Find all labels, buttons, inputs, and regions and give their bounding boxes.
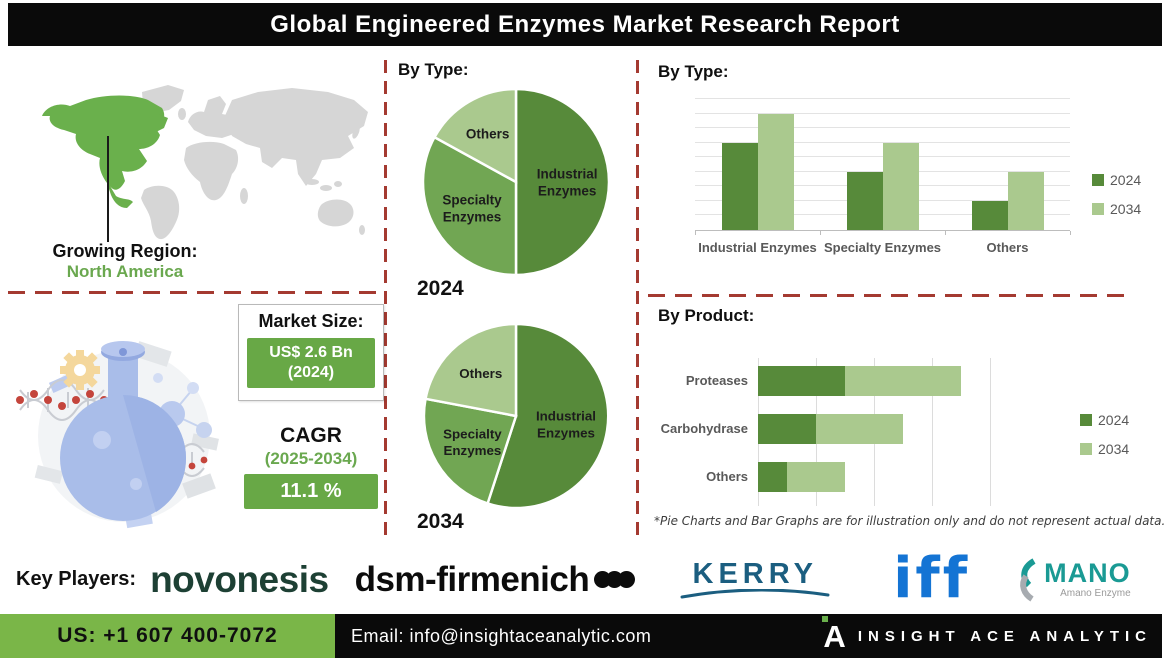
pie-slice-label: Industrial Enzymes [537, 167, 598, 199]
pie-slice-label: Specialty Enzymes [442, 193, 502, 225]
amano-subtitle: Amano Enzyme [1060, 588, 1131, 599]
pie-2024-year-label: 2024 [417, 277, 464, 300]
novonesis-logo: novonesis [150, 558, 329, 600]
dsm-firmenich-logo: dsm-firmenich [355, 560, 636, 600]
hbar-category-others: Others [706, 469, 748, 484]
key-players-label: Key Players: [16, 568, 137, 590]
cagr-value: 11.1 % [244, 474, 378, 509]
pie-slice-label: Industrial Enzymes [536, 409, 596, 441]
bar-2024-industrial-enzymes [721, 142, 758, 230]
legend-item-2034: 2034 [1080, 441, 1129, 457]
bar-2024-specialty-enzymes [846, 171, 883, 230]
growing-region-label: Growing Region: North America [30, 241, 220, 282]
bar-2034-industrial-enzymes [757, 113, 794, 230]
bar-category-specialty: Specialty Enzymes [823, 240, 942, 255]
amano-ribbon-icon [1020, 557, 1036, 602]
horizontal-divider-right [648, 294, 1124, 297]
legend-label-2024: 2024 [1110, 172, 1142, 188]
cagr-block: CAGR (2025-2034) 11.1 % [244, 424, 378, 509]
hbar-category-proteases: Proteases [685, 373, 748, 388]
legend-item-2034: 2034 [1092, 201, 1141, 217]
amano-wordmark: MANO [1044, 558, 1131, 588]
hbar-2024-others [758, 462, 787, 492]
pie-chart-2034: Industrial Enzymes Specialty Enzymes Others [422, 322, 610, 510]
hbar-2024-carbohydrase [758, 414, 816, 444]
growing-region-heading: Growing Region: [52, 241, 198, 261]
iff-logo: iff [893, 546, 971, 612]
pie-slice [486, 322, 610, 510]
lab-flask-illustration [16, 341, 219, 529]
footer-bar: US: +1 607 400-7072 Email: info@insighta… [0, 614, 1162, 658]
legend-swatch-2024 [1080, 414, 1092, 426]
insight-ace-analytic-logo: A INSIGHT ACE ANALYTIC [822, 615, 1152, 652]
disclaimer-footnote: *Pie Charts and Bar Graphs are for illus… [654, 514, 1166, 528]
pie-slice [422, 397, 518, 506]
horizontal-divider-left [8, 291, 378, 294]
page-title: Global Engineered Enzymes Market Researc… [270, 10, 900, 38]
pie-section-heading: By Type: [398, 60, 469, 79]
pie-slice-label: Others [466, 127, 510, 142]
market-size-box: Market Size: US$ 2.6 Bn (2024) [238, 304, 384, 401]
legend-swatch-2034 [1092, 203, 1104, 215]
dsm-dots-icon [594, 571, 636, 588]
bar-section-heading: By Type: [658, 62, 729, 81]
brand-name: INSIGHT ACE ANALYTIC [857, 627, 1152, 645]
bar-2024-others [971, 200, 1008, 230]
pie-2034-year-label: 2034 [417, 510, 464, 533]
legend-item-2024: 2024 [1080, 412, 1129, 428]
hbar-2034-proteases [845, 366, 961, 396]
by-product-bar-chart: Proteases Carbohydrase Others [648, 358, 998, 506]
pie-slice-label: Specialty Enzymes [443, 426, 502, 458]
bar-category-others: Others [986, 240, 1029, 255]
by-product-legend: 2024 2034 [1080, 412, 1129, 470]
hbar-2034-carbohydrase [816, 414, 903, 444]
legend-swatch-2024 [1092, 174, 1104, 186]
by-type-bar-chart [695, 98, 1071, 235]
pie-slice-label: Others [459, 366, 502, 381]
legend-label-2034: 2034 [1110, 201, 1142, 217]
north-america-region [42, 95, 165, 208]
market-size-value: US$ 2.6 Bn (2024) [247, 338, 375, 388]
legend-swatch-2034 [1080, 443, 1092, 455]
vertical-divider-right [636, 60, 639, 542]
bar-category-industrial: Industrial Enzymes [698, 240, 817, 255]
amano-logo: MANO Amano Enzyme [1016, 557, 1131, 602]
bar-2034-specialty-enzymes [882, 142, 919, 230]
kerry-swoosh-icon [680, 589, 830, 599]
market-size-value-line2: (2024) [287, 364, 335, 381]
pie-slice [514, 87, 611, 277]
map-pointer-line [107, 136, 109, 242]
cagr-period: (2025-2034) [264, 449, 358, 468]
kerry-logo: KERRY [679, 560, 831, 599]
pie-chart-2024: Industrial Enzymes Specialty Enzymes Others [421, 87, 611, 277]
product-section-heading: By Product: [658, 306, 755, 325]
market-size-heading: Market Size: [258, 311, 364, 331]
world-map [42, 85, 368, 240]
hbar-category-carbohydrase: Carbohydrase [660, 421, 748, 436]
hbar-2024-proteases [758, 366, 845, 396]
email-address: Email: info@insightaceanalytic.com [351, 625, 652, 646]
pie-slice [432, 87, 518, 185]
by-type-bar-categories: Industrial Enzymes Specialty Enzymes Oth… [695, 240, 1070, 255]
dsm-firmenich-wordmark: dsm-firmenich [354, 559, 590, 599]
hbar-2034-others [787, 462, 845, 492]
growing-region-value: North America [66, 262, 184, 281]
legend-label-2024: 2024 [1098, 412, 1130, 428]
by-type-legend: 2024 2034 [1092, 172, 1141, 230]
legend-label-2034: 2034 [1098, 441, 1130, 457]
pie-slice [421, 135, 518, 277]
brand-a-icon: A [822, 615, 846, 652]
cagr-heading: CAGR [280, 424, 342, 447]
phone-number: US: +1 607 400-7072 [0, 614, 335, 658]
kerry-wordmark: KERRY [692, 558, 818, 590]
market-size-value-line1: US$ 2.6 Bn [269, 344, 353, 361]
pie-slice [424, 322, 518, 418]
legend-item-2024: 2024 [1092, 172, 1141, 188]
title-bar: Global Engineered Enzymes Market Researc… [8, 3, 1162, 46]
vertical-divider-left [384, 60, 387, 542]
key-players-row: Key Players: novonesis dsm-firmenich KER… [0, 545, 1170, 614]
bar-2034-others [1007, 171, 1044, 230]
